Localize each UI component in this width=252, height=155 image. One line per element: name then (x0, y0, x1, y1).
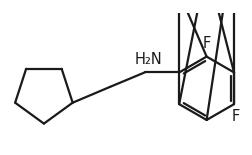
Text: H₂N: H₂N (135, 52, 162, 67)
Text: F: F (231, 109, 240, 124)
Text: F: F (203, 36, 211, 51)
